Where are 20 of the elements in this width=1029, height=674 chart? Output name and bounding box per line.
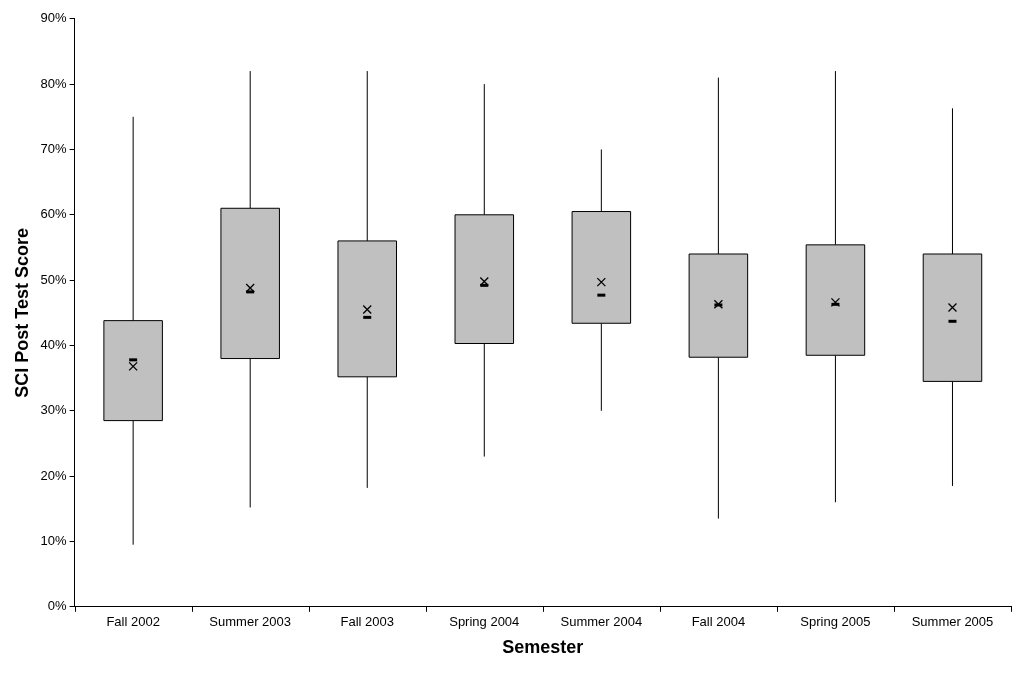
y-tick-label: 90%	[40, 10, 68, 26]
y-tick-label: 0%	[47, 598, 68, 614]
x-tick-label: Summer 2003	[209, 614, 292, 630]
y-tick-label: 50%	[40, 271, 68, 287]
y-tick-label: 80%	[40, 75, 68, 91]
x-tick-label: Fall 2003	[340, 614, 394, 630]
x-tick-label: Fall 2002	[106, 614, 160, 630]
y-tick-label: 30%	[40, 402, 68, 418]
y-axis-title: SCI Post Test Score	[11, 227, 32, 398]
y-tick-label: 70%	[40, 141, 68, 157]
x-tick-label: Spring 2005	[800, 614, 871, 630]
x-tick-label: Summer 2004	[560, 614, 643, 630]
x-tick-label: Summer 2005	[911, 614, 994, 630]
y-tick-label: 10%	[40, 533, 68, 549]
y-tick-label: 60%	[40, 206, 68, 222]
x-tick-label: Spring 2004	[449, 614, 520, 630]
x-axis-title: Semester	[502, 637, 584, 658]
y-tick-label: 20%	[40, 467, 68, 483]
y-tick-label: 40%	[40, 337, 68, 353]
x-tick-label: Fall 2004	[691, 614, 746, 630]
